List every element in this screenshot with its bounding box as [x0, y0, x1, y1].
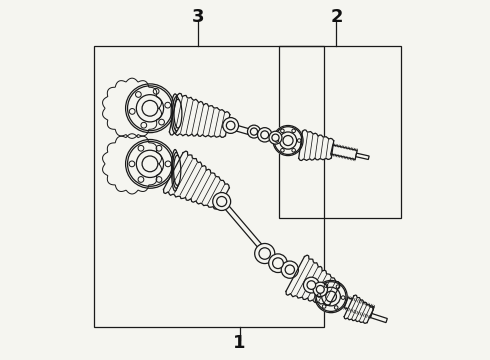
Ellipse shape [172, 152, 180, 188]
Circle shape [303, 277, 319, 293]
Circle shape [217, 197, 227, 207]
Text: 2: 2 [330, 8, 343, 26]
Circle shape [259, 248, 270, 259]
Ellipse shape [173, 155, 181, 185]
Circle shape [315, 280, 347, 313]
Circle shape [307, 281, 316, 289]
Polygon shape [370, 314, 387, 323]
Circle shape [223, 118, 239, 134]
Circle shape [261, 131, 269, 139]
Polygon shape [344, 295, 373, 323]
Polygon shape [170, 93, 230, 137]
Circle shape [125, 84, 174, 133]
Circle shape [272, 134, 279, 141]
Polygon shape [164, 151, 229, 209]
Circle shape [272, 258, 283, 269]
Polygon shape [331, 145, 357, 159]
Circle shape [258, 128, 272, 142]
Circle shape [317, 285, 324, 293]
Polygon shape [286, 255, 340, 305]
Polygon shape [356, 153, 369, 159]
Circle shape [281, 261, 298, 278]
Circle shape [226, 121, 235, 130]
Circle shape [125, 139, 174, 188]
Ellipse shape [172, 96, 180, 131]
Circle shape [273, 126, 303, 156]
Circle shape [250, 128, 258, 135]
Polygon shape [221, 202, 277, 266]
Circle shape [255, 243, 275, 264]
Polygon shape [344, 298, 374, 317]
Circle shape [247, 125, 260, 138]
Text: 1: 1 [233, 334, 246, 352]
Circle shape [285, 265, 294, 274]
Polygon shape [222, 122, 249, 134]
Ellipse shape [174, 99, 182, 128]
Circle shape [269, 254, 287, 273]
Circle shape [269, 131, 282, 144]
Circle shape [313, 282, 327, 297]
Polygon shape [299, 130, 334, 161]
Text: 3: 3 [192, 8, 205, 26]
Circle shape [213, 193, 231, 211]
